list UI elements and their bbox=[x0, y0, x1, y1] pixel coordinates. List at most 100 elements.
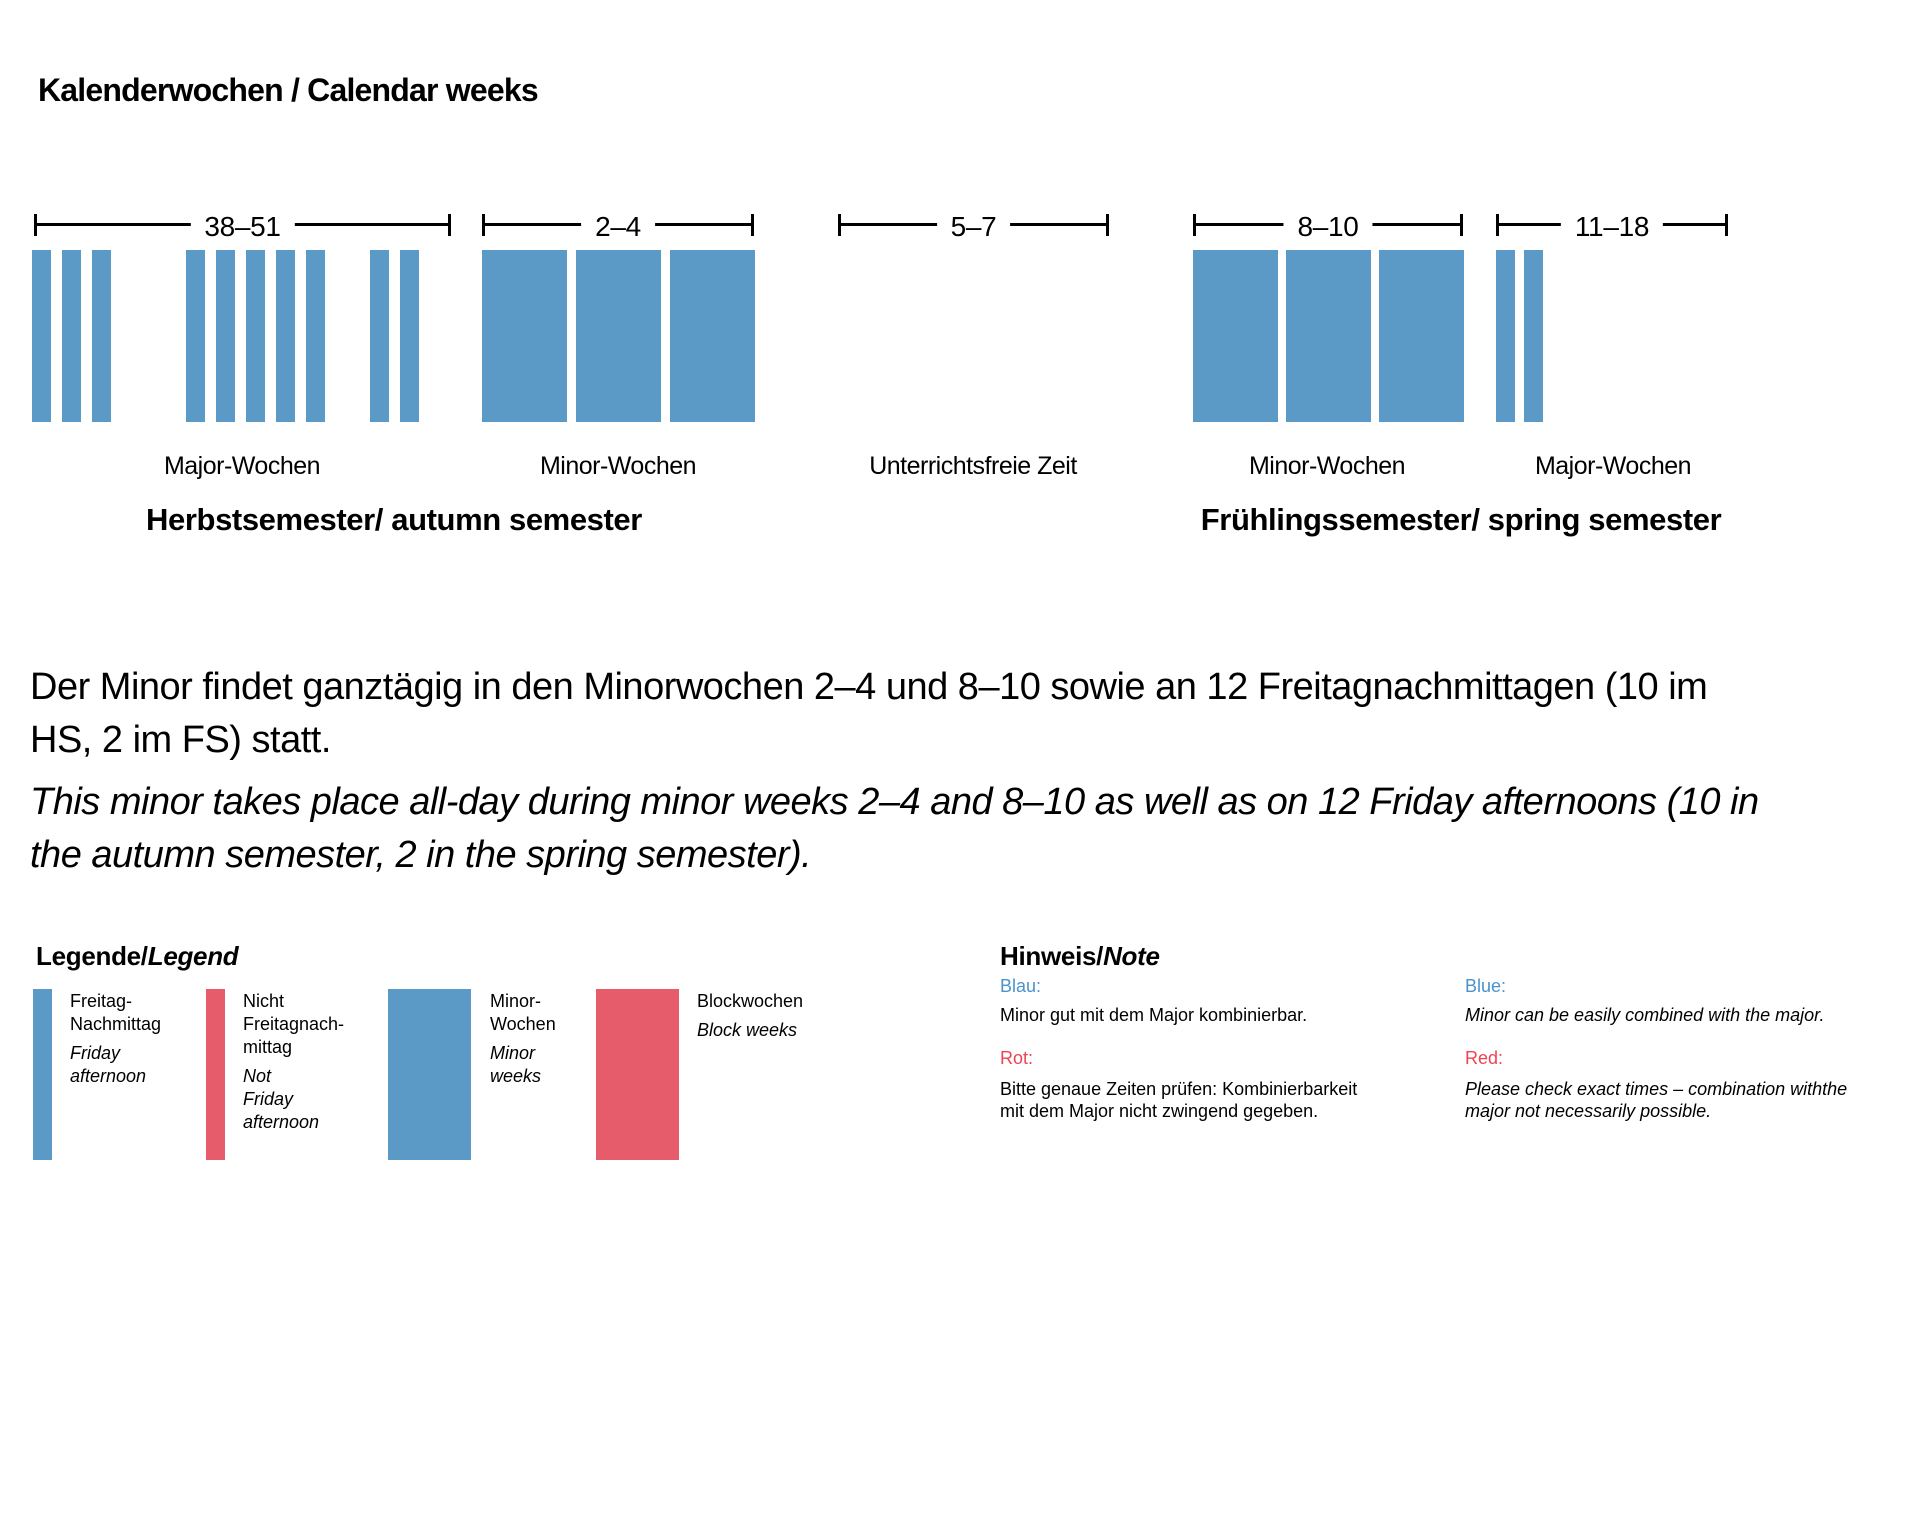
legend-label-translation-line: Block weeks bbox=[697, 1020, 798, 1040]
fs-friday-afternoon-bar bbox=[1524, 250, 1543, 422]
legend-item-text: Blockwochen Block weeks bbox=[697, 990, 803, 1042]
week-range-bracket: 8–10 bbox=[1193, 211, 1463, 243]
legend-label-translation-line: weeks bbox=[490, 1066, 542, 1086]
legend-swatch-red bbox=[596, 989, 679, 1160]
hs-friday-afternoon-bar bbox=[246, 250, 265, 422]
bracket-right-tick bbox=[1106, 214, 1109, 236]
legend-label-line: Freitagnach- bbox=[243, 1014, 345, 1034]
note-blue-text: Minor can be easily combined with the ma… bbox=[1465, 1004, 1847, 1026]
legend-label-line: Freitag- bbox=[70, 991, 133, 1011]
note-blue-text-line: Minor gut mit dem Major kombinierbar. bbox=[1000, 1005, 1308, 1025]
legend-label-line: Nachmittag bbox=[70, 1014, 162, 1034]
hs-friday-afternoon-bar bbox=[62, 250, 81, 422]
note-red-text-line: mit dem Major nicht zwingend gegeben. bbox=[1000, 1101, 1319, 1121]
english-paragraph-line: the autumn semester, 2 in the spring sem… bbox=[30, 834, 812, 876]
note-english-column: Blue: Minor can be easily combined with t… bbox=[1465, 974, 1847, 1122]
note-blue-text: Minor gut mit dem Major kombinierbar. bbox=[1000, 1004, 1357, 1026]
german-paragraph: Der Minor findet ganztägig in den Minorw… bbox=[30, 661, 1708, 767]
week-type-label: Minor-Wochen bbox=[1248, 452, 1406, 480]
german-paragraph-line: Der Minor findet ganztägig in den Minorw… bbox=[30, 666, 1708, 708]
note-blue-text-line: Minor can be easily combined with the ma… bbox=[1465, 1005, 1825, 1025]
note-red-label: Rot: bbox=[1000, 1048, 1034, 1068]
note-blue-label: Blue: bbox=[1465, 976, 1507, 996]
hs-minor-week-bar bbox=[576, 250, 661, 422]
week-range-label: 5–7 bbox=[936, 211, 1011, 243]
bracket-left-tick bbox=[838, 214, 841, 236]
note-red-text-line: Bitte genaue Zeiten prüfen: Kombinierbar… bbox=[1000, 1079, 1358, 1099]
legend-label-translation-line: Minor bbox=[490, 1043, 536, 1063]
legend-label-translation-line: afternoon bbox=[243, 1112, 320, 1132]
bracket-right-tick bbox=[751, 214, 754, 236]
fs-minor-week-bar bbox=[1379, 250, 1464, 422]
hs-minor-week-bar bbox=[670, 250, 755, 422]
bracket-left-tick bbox=[34, 214, 37, 236]
legend-label-translation-line: Not bbox=[243, 1066, 272, 1086]
bracket-left-tick bbox=[1496, 214, 1499, 236]
hs-friday-afternoon-bar bbox=[370, 250, 389, 422]
english-paragraph: This minor takes place all-day during mi… bbox=[30, 776, 1759, 882]
hs-friday-afternoon-bar bbox=[186, 250, 205, 422]
bracket-right-tick bbox=[1725, 214, 1728, 236]
bracket-right-tick bbox=[448, 214, 451, 236]
legend-label-translation-line: Friday bbox=[243, 1089, 294, 1109]
week-type-label: Minor-Wochen bbox=[539, 452, 697, 480]
legend-label-translation: Block weeks bbox=[697, 1019, 803, 1042]
hs-friday-afternoon-bar bbox=[32, 250, 51, 422]
week-range-label: 2–4 bbox=[581, 211, 655, 243]
legend-label-translation-line: Friday bbox=[70, 1043, 121, 1063]
note-heading: Hinweis/Note bbox=[1000, 941, 1160, 972]
bracket-right-tick bbox=[1460, 214, 1463, 236]
hs-friday-afternoon-bar bbox=[276, 250, 295, 422]
semester-label: Frühlingssemester/ spring semester bbox=[1200, 502, 1722, 537]
note-red-text: Bitte genaue Zeiten prüfen: Kombinierbar… bbox=[1000, 1078, 1357, 1122]
english-paragraph-line: This minor takes place all-day during mi… bbox=[30, 781, 1759, 823]
legend-label-line: mittag bbox=[243, 1037, 293, 1057]
legend-label-translation: Not Friday afternoon bbox=[243, 1065, 344, 1134]
legend-label-translation: Minor weeks bbox=[490, 1042, 556, 1088]
legend-label-line: Blockwochen bbox=[697, 991, 804, 1011]
legend-swatch-red bbox=[206, 989, 225, 1160]
week-range-bracket: 5–7 bbox=[838, 211, 1109, 243]
page-title: Kalenderwochen / Calendar weeks bbox=[38, 72, 539, 108]
note-red-text-line: major not necessarily possible. bbox=[1465, 1101, 1712, 1121]
note-heading-normal: Hinweis/ bbox=[1000, 941, 1104, 971]
legend-swatch-blue bbox=[33, 989, 52, 1160]
week-range-label: 11–18 bbox=[1560, 211, 1664, 243]
note-red-text-line: Please check exact times – combination w… bbox=[1465, 1079, 1848, 1099]
legend-label-translation-line: afternoon bbox=[70, 1066, 147, 1086]
note-red-text: Please check exact times – combination w… bbox=[1465, 1078, 1847, 1122]
week-range-label: 38–51 bbox=[190, 211, 295, 243]
week-range-bracket: 2–4 bbox=[482, 211, 754, 243]
fs-minor-week-bar bbox=[1193, 250, 1278, 422]
week-type-label: Major-Wochen bbox=[163, 452, 321, 480]
legend-heading-italic: Legend bbox=[147, 941, 239, 971]
week-type-label: Unterrichtsfreie Zeit bbox=[869, 452, 1077, 480]
fs-friday-afternoon-bar bbox=[1496, 250, 1515, 422]
week-range-label: 8–10 bbox=[1283, 211, 1373, 243]
legend-label-translation: Friday afternoon bbox=[70, 1042, 161, 1088]
note-red-label: Red: bbox=[1465, 1048, 1504, 1068]
bracket-left-tick bbox=[482, 214, 485, 236]
hs-minor-week-bar bbox=[482, 250, 567, 422]
hs-friday-afternoon-bar bbox=[306, 250, 325, 422]
hs-friday-afternoon-bar bbox=[400, 250, 419, 422]
note-heading-italic: Note bbox=[1103, 941, 1160, 971]
legend-item-text: Nicht Freitagnach-mittag Not Friday afternoo… bbox=[243, 990, 344, 1134]
legend-label-line: Wochen bbox=[490, 1014, 556, 1034]
legend-heading-normal: Legende/ bbox=[36, 941, 148, 971]
bracket-left-tick bbox=[1193, 214, 1196, 236]
hs-friday-afternoon-bar bbox=[92, 250, 111, 422]
week-range-bracket: 38–51 bbox=[34, 211, 451, 243]
week-range-bracket: 11–18 bbox=[1496, 211, 1728, 243]
fs-minor-week-bar bbox=[1286, 250, 1371, 422]
hs-friday-afternoon-bar bbox=[216, 250, 235, 422]
semester-label: Herbstsemester/ autumn semester bbox=[146, 502, 642, 537]
week-type-label: Major-Wochen bbox=[1534, 452, 1692, 480]
legend-label-line: Minor- bbox=[490, 991, 542, 1011]
legend-swatch-blue bbox=[388, 989, 471, 1160]
legend-label-line: Nicht bbox=[243, 991, 285, 1011]
note-blue-label: Blau: bbox=[1000, 976, 1042, 996]
legend-item-text: Minor- Wochen Minor weeks bbox=[490, 990, 556, 1088]
note-german-column: Blau: Minor gut mit dem Major kombinierba… bbox=[1000, 974, 1357, 1122]
